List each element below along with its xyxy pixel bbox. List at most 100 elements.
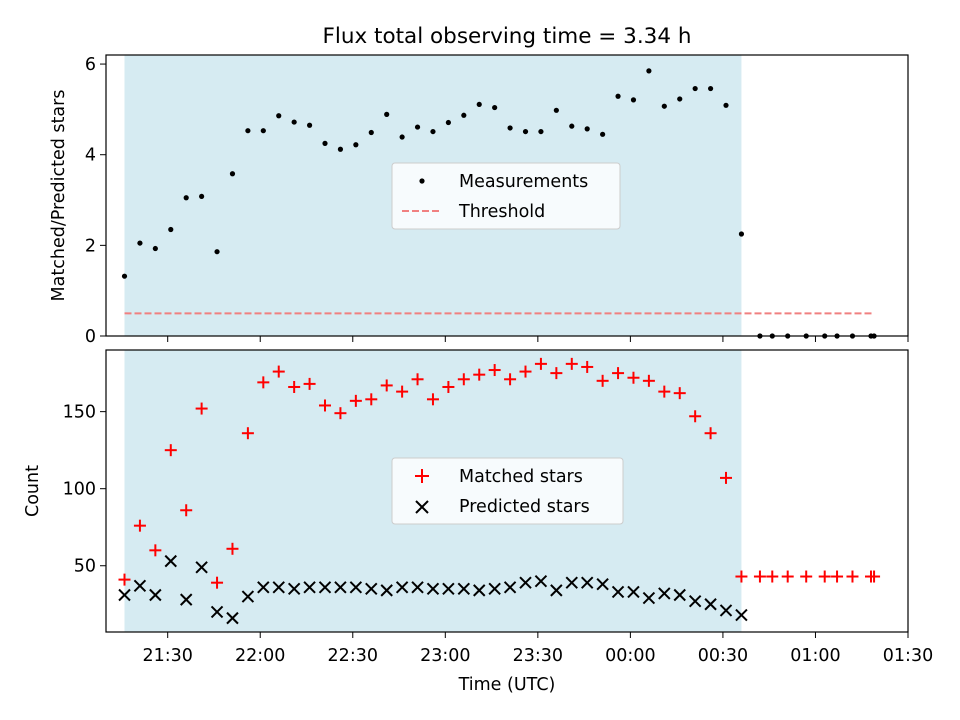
matched-star-point [334,407,347,420]
predicted-star-point [519,576,532,589]
measurement-point [646,68,652,74]
matched-star-point [846,570,859,583]
y-axis-label: Matched/Predicted stars [49,90,69,302]
measurement-point [260,128,266,134]
matched-star-point [180,504,193,517]
top-legend: Measurements Threshold [391,162,621,230]
x-tick-label: 00:30 [698,646,748,666]
predicted-star-point [534,574,548,588]
measurement-point [738,231,745,237]
y-tick-label: 4 [85,146,96,166]
predicted-star-point [627,585,640,599]
measurement-point [152,245,158,252]
y-tick-label: 50 [74,557,96,577]
measurement-point [600,131,606,137]
legend-label-predicted: Predicted stars [459,497,590,517]
measurement-point [615,93,621,99]
legend-box [391,162,621,230]
matched-star-point [658,385,671,398]
measurement-point [584,126,590,132]
measurement-point [199,193,205,200]
matched-star-point [766,570,779,583]
measurement-point [553,107,559,113]
predicted-star-point [334,581,347,594]
matched-star-point [211,576,224,589]
matched-star-point [519,365,532,378]
y-tick-label: 6 [85,55,96,75]
predicted-star-point [642,591,656,605]
legend-marker-measurements [419,178,425,184]
matched-star-point [565,357,578,370]
measurement-point [522,128,529,135]
predicted-star-point [580,576,594,589]
legend-box [391,457,624,525]
predicted-star-point [349,581,363,594]
x-tick-label: 00:00 [605,646,655,666]
predicted-star-point [287,582,301,596]
matched-star-point [781,570,794,583]
predicted-star-point [426,582,440,596]
matched-star-point [642,374,655,387]
x-tick-label: 21:30 [142,646,192,666]
measurement-point [245,128,251,134]
predicted-star-point [473,584,486,597]
measurement-point [430,128,436,135]
matched-star-point [426,393,439,406]
matched-star-point [457,373,470,386]
matched-star-point [504,373,517,386]
predicted-star-point [318,581,332,594]
measurement-point [137,240,143,246]
x-tick-label: 22:00 [235,646,285,666]
predicted-star-point [365,582,378,596]
matched-star-point [195,402,208,415]
predicted-star-point [210,605,224,619]
measurement-point [445,119,451,126]
y-tick-label: 0 [85,327,96,347]
matched-star-point [396,385,409,398]
predicted-star-point [457,582,471,596]
bottom-legend: Matched stars Predicted stars [391,457,624,525]
measurement-point [168,226,174,233]
predicted-star-point [550,584,563,597]
matched-star-point [581,360,594,373]
y-tick-label: 2 [85,236,96,256]
measurement-point [368,129,374,136]
matched-star-point [534,357,547,370]
measurement-point [276,113,282,119]
measurement-point [414,124,421,130]
predicted-star-point [241,590,255,603]
matched-star-point [689,410,702,423]
matched-star-point [612,367,625,380]
measurement-point [492,104,498,111]
legend-marker-predicted [415,500,429,514]
predicted-star-point [133,579,147,592]
y-tick-label: 100 [63,480,96,500]
matched-star-point [164,444,177,457]
legend-marker-matched [415,469,429,483]
measurement-point [476,101,482,108]
predicted-star-point [442,582,455,596]
measurement-point [291,119,297,125]
matched-star-point [800,570,813,583]
x-tick-label: 22:30 [328,646,378,666]
predicted-star-point [704,598,717,611]
legend-label-matched: Matched stars [459,467,583,487]
measurement-point [229,171,236,177]
matched-star-point [349,394,362,407]
measurement-point [306,122,313,128]
predicted-star-point [611,585,625,599]
matched-star-point [831,570,844,583]
matched-star-point [704,427,717,440]
x-tick-label: 23:30 [513,646,563,666]
predicted-star-point [226,611,239,625]
predicted-star-point [565,576,578,589]
matched-star-point [473,368,486,381]
matched-star-point [411,373,424,386]
x-tick-label: 01:00 [790,646,840,666]
predicted-star-point [673,588,686,602]
predicted-star-point [735,608,748,622]
matched-star-point [118,573,131,586]
measurement-point [707,85,714,92]
measurement-point [630,97,637,103]
measurement-point [337,146,344,152]
